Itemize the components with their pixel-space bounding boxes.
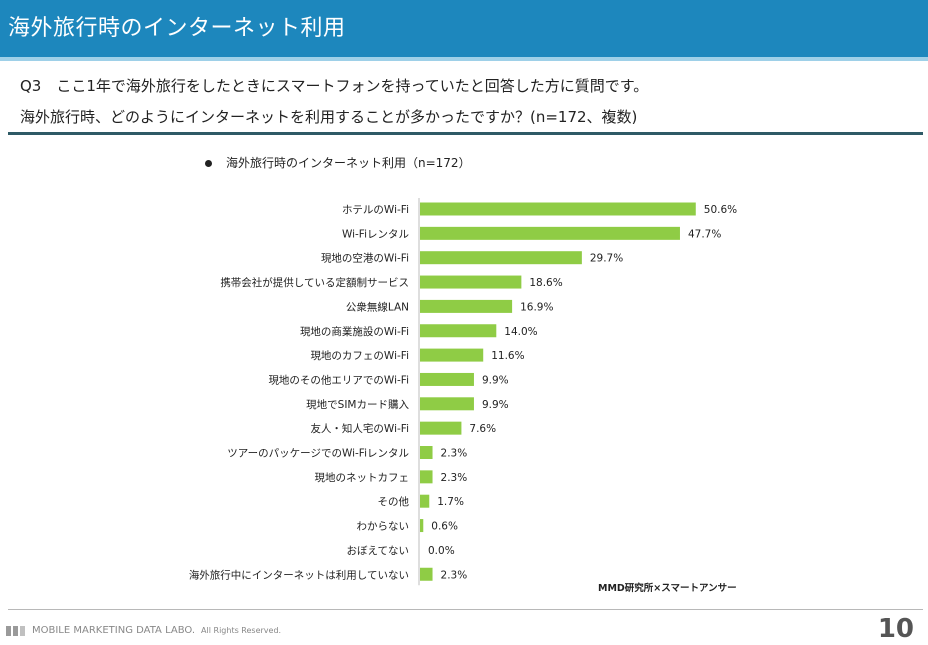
value-label: 16.9%: [520, 301, 553, 313]
question-line-1: Q3 ここ1年で海外旅行をしたときにスマートフォンを持っていたと回答した方に質問…: [20, 77, 649, 95]
category-label: 公衆無線LAN: [346, 300, 409, 313]
category-label: 海外旅行中にインターネットは利用していない: [189, 568, 409, 581]
value-label: 29.7%: [590, 253, 623, 265]
category-label: 現地の商業施設のWi-Fi: [300, 325, 409, 338]
bar: [420, 299, 513, 313]
value-label: 50.6%: [704, 204, 737, 216]
bar: [420, 397, 474, 411]
category-label: Wi-Fiレンタル: [342, 228, 409, 240]
value-label: 47.7%: [688, 228, 721, 240]
question-divider: [8, 132, 923, 135]
value-label: 0.0%: [428, 545, 455, 557]
value-label: 1.7%: [437, 496, 464, 508]
category-label: おぼえてない: [347, 545, 409, 557]
category-label: ツアーのパッケージでのWi-Fiレンタル: [227, 448, 409, 460]
category-label: ホテルのWi-Fi: [342, 204, 409, 216]
category-label: 現地の空港のWi-Fi: [321, 252, 409, 265]
bar: [420, 226, 680, 240]
footer-copyright: MOBILE MARKETING DATA LABO. All Rights Re…: [32, 625, 281, 636]
bar: [420, 251, 582, 265]
value-label: 9.9%: [482, 374, 509, 386]
bullet-icon: [205, 160, 212, 167]
value-label: 0.6%: [431, 521, 458, 533]
value-label: 7.6%: [469, 423, 496, 435]
header-bar: 海外旅行時のインターネット利用: [0, 0, 928, 57]
category-label: 友人・知人宅のWi-Fi: [310, 422, 409, 435]
bar: [420, 519, 424, 533]
value-label: 2.3%: [441, 448, 468, 460]
value-label: 11.6%: [491, 350, 524, 362]
mmd-logo-icon: [6, 626, 25, 636]
chart-legend: 海外旅行時のインターネット利用（n=172）: [205, 154, 471, 171]
page-title: 海外旅行時のインターネット利用: [8, 16, 346, 41]
legend-label: 海外旅行時のインターネット利用（n=172）: [226, 156, 471, 170]
footer-divider: [8, 609, 923, 610]
category-label: 現地のその他エリアでのWi-Fi: [268, 373, 409, 386]
bar: [420, 324, 497, 338]
category-label: 現地のネットカフェ: [315, 471, 410, 484]
value-label: 2.3%: [441, 472, 468, 484]
category-label: その他: [378, 495, 410, 508]
category-label: わからない: [357, 521, 410, 533]
bar: [420, 372, 474, 386]
source-credit: MMD研究所×スマートアンサー: [598, 583, 737, 594]
bar-chart: ホテルのWi-Fi 50.6% Wi-Fiレンタル 47.7% 現地の空港のWi-Fi 2…: [189, 198, 737, 586]
category-label: 携帯会社が提供している定額制サービス: [220, 276, 409, 289]
bar: [420, 567, 433, 581]
bar: [420, 494, 430, 508]
page-number: 10: [877, 614, 914, 644]
question-line-2: 海外旅行時、どのようにインターネットを利用することが多かったですか？(n=172…: [20, 108, 638, 126]
value-label: 14.0%: [504, 326, 537, 338]
value-label: 9.9%: [482, 399, 509, 411]
bar: [420, 421, 462, 435]
value-label: 18.6%: [529, 277, 562, 289]
value-label: 2.3%: [441, 569, 468, 581]
footer-brand: MOBILE MARKETING DATA LABO.: [32, 625, 196, 636]
category-label: 現地のカフェのWi-Fi: [310, 349, 409, 362]
bar: [420, 446, 433, 459]
bar: [420, 202, 696, 216]
bar: [420, 348, 484, 362]
category-label: 現地でSIMカード購入: [306, 398, 409, 411]
footer-rights: All Rights Reserved.: [201, 626, 282, 635]
header-accent-line: [0, 57, 928, 61]
bar: [420, 275, 522, 289]
bar: [420, 470, 433, 484]
